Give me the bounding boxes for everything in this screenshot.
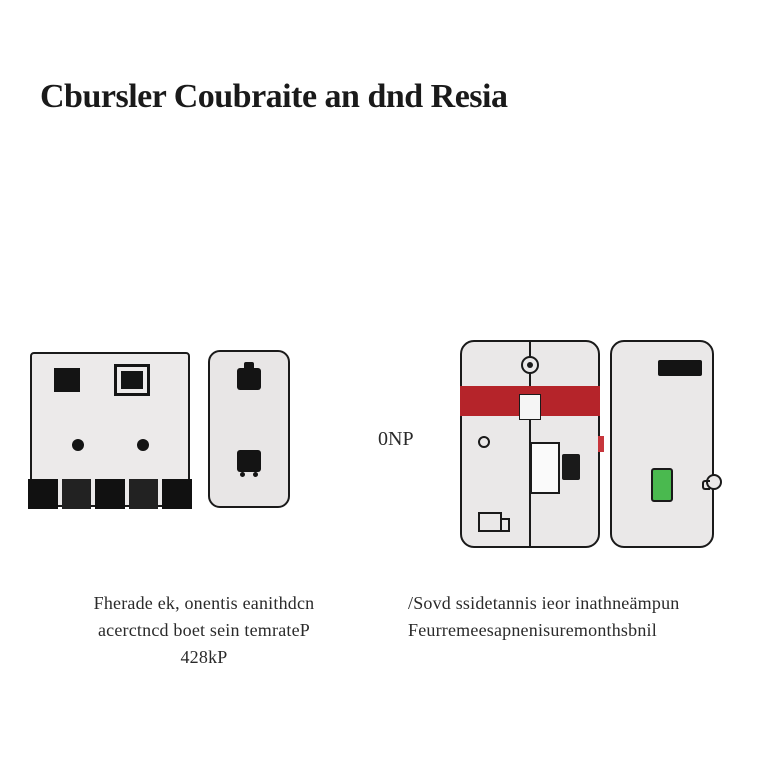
right-device-panel-b xyxy=(610,340,714,548)
caption-line: acerctncd boet sein temrateP xyxy=(24,617,384,644)
center-label: 0NP xyxy=(378,428,414,451)
connector-icon xyxy=(706,474,722,490)
sensor-icon xyxy=(478,436,490,448)
port-icon xyxy=(478,512,502,532)
caption-line: /Sovd ssidetannis ieor inathneämpun xyxy=(408,590,758,617)
caption-line: Fherade ek, onentis eanithdcn xyxy=(24,590,384,617)
left-device-group xyxy=(30,352,340,552)
switch-knob-icon xyxy=(562,454,580,480)
right-caption: /Sovd ssidetannis ieor inathneämpun Feur… xyxy=(408,590,758,644)
caption-line: Feurremeesapnenisuremonthsbnil xyxy=(408,617,758,644)
block-icon xyxy=(54,368,80,392)
red-band xyxy=(460,386,600,416)
page: Cbursler Coubraite an dnd Resia 0NP xyxy=(0,0,760,760)
left-caption: Fherade ek, onentis eanithdcn acerctncd … xyxy=(24,590,384,671)
right-device-group xyxy=(460,340,740,570)
bottom-strip xyxy=(28,479,192,509)
switch-slot xyxy=(530,442,560,494)
side-tab-icon xyxy=(598,436,604,452)
left-device-panel-a xyxy=(30,352,190,507)
dot-icon xyxy=(72,439,84,451)
left-device-panel-b xyxy=(208,350,290,508)
dot-icon xyxy=(137,439,149,451)
caption-value: 428kP xyxy=(24,644,384,671)
right-device-panel-a xyxy=(460,340,600,548)
label-plate xyxy=(519,394,541,420)
page-title: Cbursler Coubraite an dnd Resia xyxy=(40,78,740,116)
window-icon xyxy=(114,364,150,396)
module-icon xyxy=(237,450,261,472)
green-indicator-icon xyxy=(651,468,673,502)
lock-icon xyxy=(237,368,261,390)
slot-icon xyxy=(658,360,702,376)
camera-icon xyxy=(521,356,539,374)
